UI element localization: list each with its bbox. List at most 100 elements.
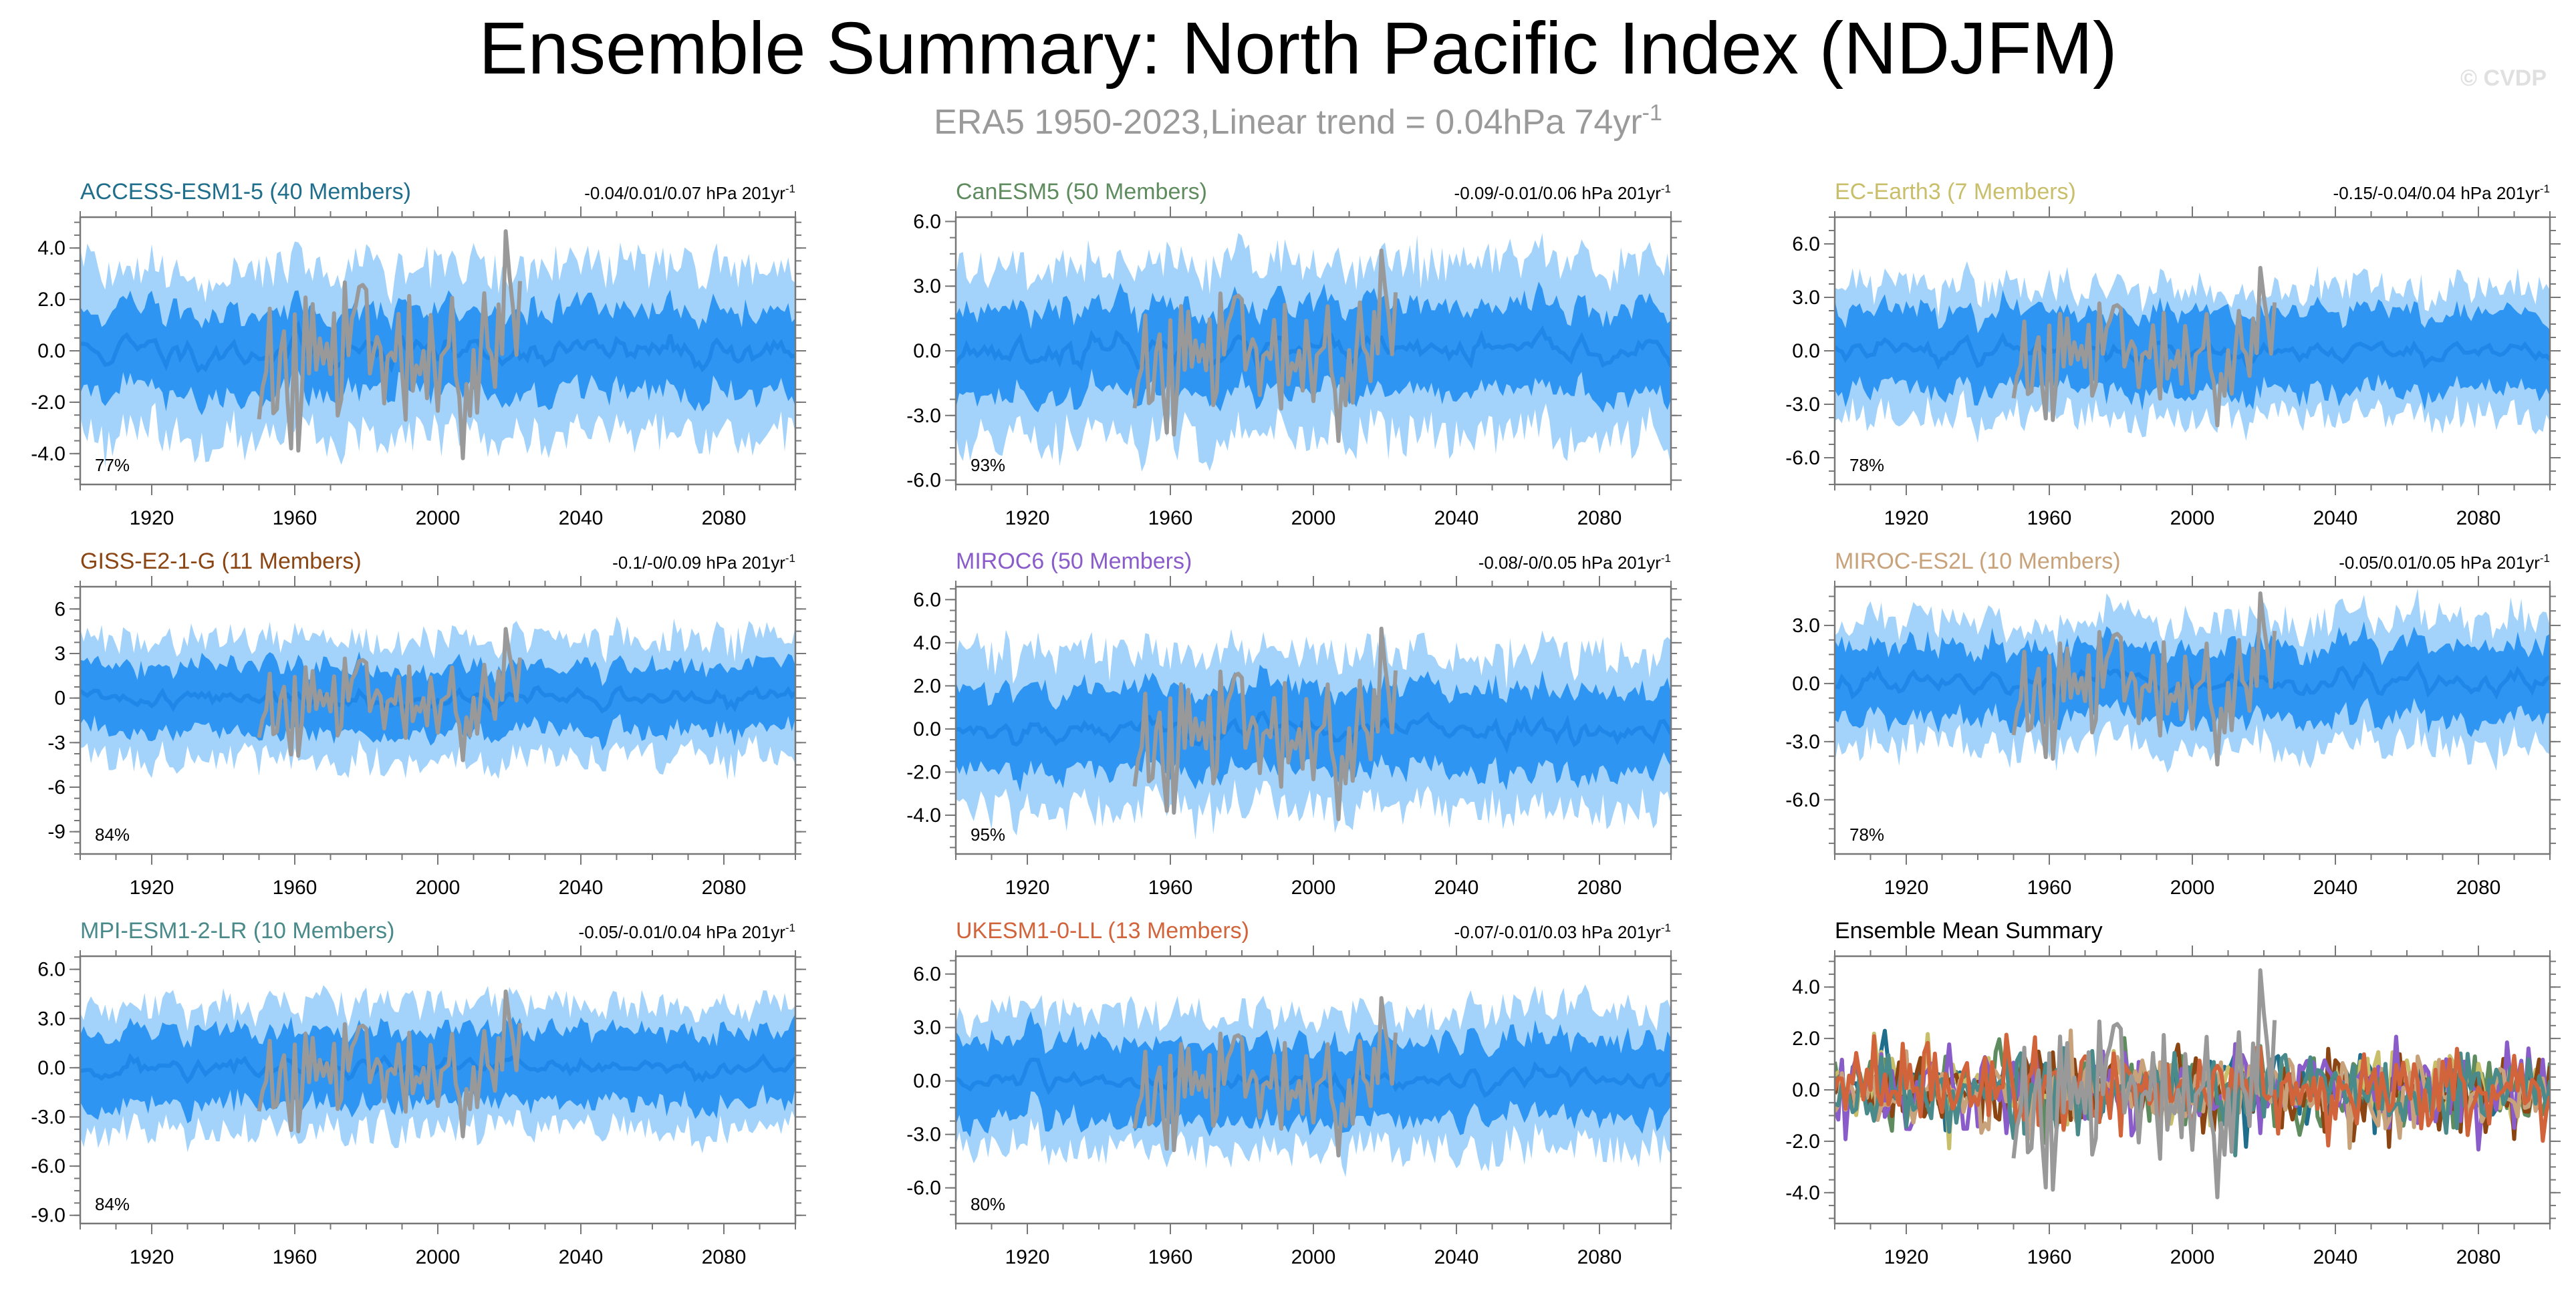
trend-range-superscript: -1 bbox=[2540, 552, 2550, 565]
y-tick-label: 0.0 bbox=[913, 1070, 941, 1093]
y-tick-label: 3.0 bbox=[913, 275, 941, 297]
trend-range-text: -0.05/0.01/0.05 hPa 201yr bbox=[2339, 553, 2540, 573]
panel-trend-range: -0.1/-0/0.09 hPa 201yr-1 bbox=[612, 552, 795, 573]
x-tick-label: 2080 bbox=[702, 877, 747, 899]
y-tick-label: 0 bbox=[54, 688, 66, 710]
y-tick-label: 3 bbox=[54, 643, 66, 665]
y-tick-label: -2.0 bbox=[906, 761, 941, 783]
x-tick-label: 1960 bbox=[2027, 507, 2072, 529]
x-tick-label: 2080 bbox=[702, 1246, 747, 1268]
x-tick-label: 2080 bbox=[1577, 1246, 1622, 1268]
percentage-label: 84% bbox=[95, 825, 130, 845]
trend-range-text: -0.08/-0/0.05 hPa 201yr bbox=[1478, 553, 1662, 573]
percentage-label: 95% bbox=[971, 825, 1005, 845]
ensemble-mean-line bbox=[956, 710, 1671, 754]
y-tick-label: -4.0 bbox=[31, 443, 66, 465]
y-tick-label: -3.0 bbox=[906, 405, 941, 427]
y-tick-label: 6.0 bbox=[913, 210, 941, 233]
panel-trend-range: -0.05/-0.01/0.04 hPa 201yr-1 bbox=[579, 921, 795, 942]
subtitle-text: ERA5 1950-2023,Linear trend = 0.04hPa 74… bbox=[934, 103, 1642, 142]
plot-area bbox=[80, 616, 795, 780]
panel-title: CanESM5 (50 Members) bbox=[956, 179, 1207, 204]
panel-title: UKESM1-0-LL (13 Members) bbox=[956, 918, 1249, 944]
x-tick-label: 1960 bbox=[1148, 507, 1193, 529]
trend-range-superscript: -1 bbox=[785, 182, 795, 195]
panel-title: MPI-ESM1-2-LR (10 Members) bbox=[80, 918, 394, 944]
plot-area bbox=[1835, 968, 2550, 1199]
x-tick-label: 2080 bbox=[702, 507, 747, 529]
x-tick-label: 2000 bbox=[1291, 877, 1336, 899]
y-tick-label: -6.0 bbox=[906, 1177, 941, 1199]
y-tick-label: -3.0 bbox=[31, 1106, 66, 1128]
x-tick-label: 1960 bbox=[1148, 1246, 1193, 1268]
plot-area bbox=[80, 985, 795, 1153]
x-tick-label: 2000 bbox=[1291, 507, 1336, 529]
ensemble-mean-line bbox=[956, 1057, 1671, 1103]
x-tick-label: 2000 bbox=[416, 507, 461, 529]
y-tick-label: 0.0 bbox=[913, 718, 941, 740]
x-tick-label: 1920 bbox=[1884, 877, 1929, 899]
chart-panel: Ensemble Mean Summary 1920 1960 2000 2040 208… bbox=[1785, 918, 2561, 1268]
y-tick-label: -6.0 bbox=[1785, 447, 1820, 469]
trend-range-text: -0.07/-0.01/0.03 hPa 201yr bbox=[1454, 922, 1662, 942]
x-tick-label: 1960 bbox=[273, 1246, 317, 1268]
chart-panel: EC-Earth3 (7 Members) -0.15/-0.04/0.04 hP… bbox=[1785, 179, 2561, 529]
x-tick-label: 1920 bbox=[130, 507, 174, 529]
cvdp-watermark: © CVDP bbox=[2460, 65, 2547, 91]
panel-title: MIROC-ES2L (10 Members) bbox=[1835, 549, 2121, 574]
percentage-label: 93% bbox=[971, 455, 1005, 475]
chart-panel: ACCESS-ESM1-5 (40 Members) -0.04/0.01/0.0… bbox=[31, 179, 806, 529]
x-tick-label: 2000 bbox=[2170, 1246, 2215, 1268]
y-tick-label: -9.0 bbox=[31, 1205, 66, 1227]
y-tick-label: 3.0 bbox=[913, 1017, 941, 1039]
y-tick-label: 4.0 bbox=[1792, 976, 1820, 998]
trend-range-text: -0.1/-0/0.09 hPa 201yr bbox=[612, 553, 785, 573]
y-tick-label: 0.0 bbox=[1792, 340, 1820, 362]
y-tick-label: 0.0 bbox=[913, 340, 941, 362]
trend-range-text: -0.04/0.01/0.07 hPa 201yr bbox=[584, 183, 785, 203]
trend-range-superscript: -1 bbox=[2540, 182, 2550, 195]
plot-area bbox=[956, 233, 1671, 472]
observed-line bbox=[1132, 248, 1398, 443]
panel-grid: ACCESS-ESM1-5 (40 Members) -0.04/0.01/0.0… bbox=[31, 179, 2561, 1268]
panel-title: ACCESS-ESM1-5 (40 Members) bbox=[80, 179, 411, 204]
plot-area bbox=[956, 626, 1671, 840]
plot-area bbox=[1835, 588, 2550, 773]
x-tick-label: 2040 bbox=[2313, 507, 2358, 529]
y-tick-label: -6.0 bbox=[1785, 789, 1820, 811]
x-tick-label: 2040 bbox=[1434, 1246, 1479, 1268]
y-tick-label: 6.0 bbox=[913, 964, 941, 986]
x-tick-label: 2040 bbox=[2313, 1246, 2358, 1268]
y-tick-label: 3.0 bbox=[1792, 615, 1820, 637]
x-tick-label: 2080 bbox=[2456, 507, 2501, 529]
figure-subtitle: ERA5 1950-2023,Linear trend = 0.04hPa 74… bbox=[934, 100, 1662, 142]
y-tick-label: 3.0 bbox=[37, 1008, 66, 1030]
y-tick-label: -3.0 bbox=[1785, 394, 1820, 416]
trend-range-superscript: -1 bbox=[1661, 552, 1671, 565]
x-tick-label: 2040 bbox=[559, 877, 604, 899]
percentage-label: 84% bbox=[95, 1194, 130, 1214]
inner-spread-band bbox=[1835, 621, 2550, 737]
panel-trend-range: -0.08/-0/0.05 hPa 201yr-1 bbox=[1478, 552, 1671, 573]
y-tick-label: 2.0 bbox=[913, 675, 941, 697]
x-tick-label: 1960 bbox=[1148, 877, 1193, 899]
x-tick-label: 2080 bbox=[2456, 877, 2501, 899]
panel-title: EC-Earth3 (7 Members) bbox=[1835, 179, 2076, 204]
panel-trend-range: -0.09/-0.01/0.06 hPa 201yr-1 bbox=[1454, 182, 1671, 203]
x-tick-label: 1960 bbox=[273, 877, 317, 899]
ensemble-mean-line bbox=[1835, 661, 2550, 704]
chart-panel: MIROC6 (50 Members) -0.08/-0/0.05 hPa 201… bbox=[906, 549, 1682, 899]
y-tick-label: -2.0 bbox=[1785, 1131, 1820, 1153]
inner-spread-band bbox=[1835, 289, 2550, 411]
trend-range-text: -0.05/-0.01/0.04 hPa 201yr bbox=[579, 922, 786, 942]
y-tick-label: -4.0 bbox=[1785, 1182, 1820, 1204]
x-tick-label: 1960 bbox=[2027, 1246, 2072, 1268]
panel-trend-range: -0.07/-0.01/0.03 hPa 201yr-1 bbox=[1454, 921, 1671, 942]
y-tick-label: -6.0 bbox=[31, 1155, 66, 1177]
x-tick-label: 1920 bbox=[130, 1246, 174, 1268]
observed-line bbox=[2011, 968, 2277, 1199]
plot-area bbox=[80, 229, 795, 468]
x-tick-label: 2040 bbox=[2313, 877, 2358, 899]
panel-title: GISS-E2-1-G (11 Members) bbox=[80, 549, 362, 574]
